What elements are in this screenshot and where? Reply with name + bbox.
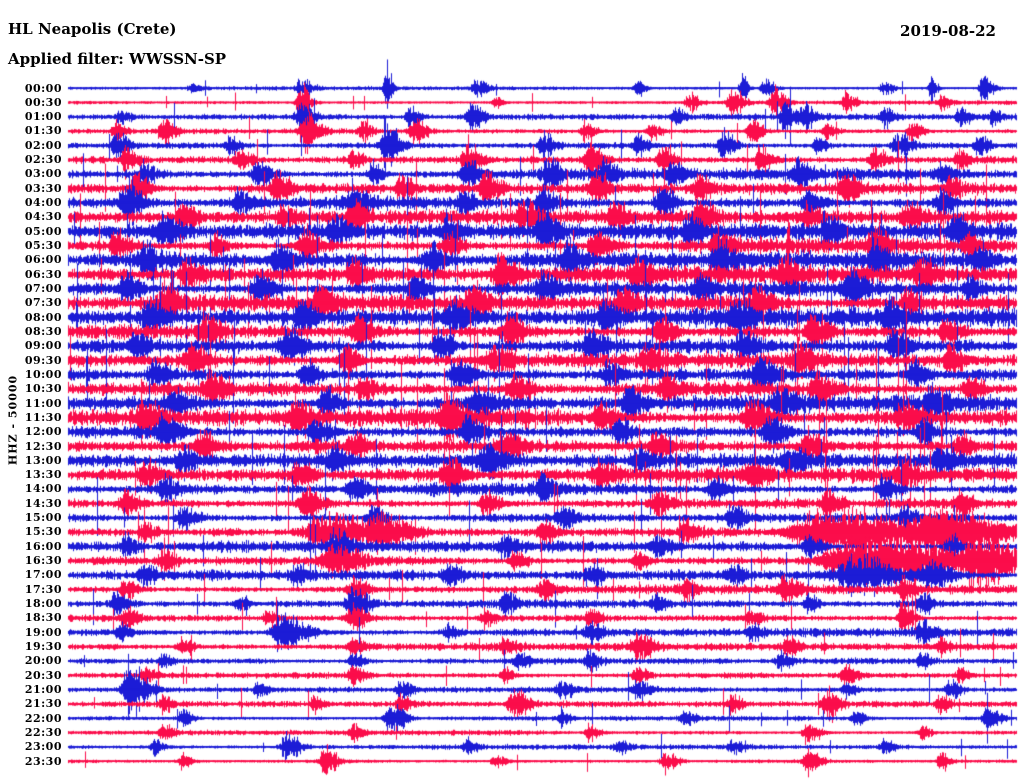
time-label: 05:30 — [24, 239, 62, 253]
time-label: 14:30 — [24, 496, 62, 510]
time-label: 18:30 — [24, 611, 62, 625]
time-label: 19:00 — [24, 625, 62, 639]
time-label: 07:30 — [24, 296, 62, 310]
filter-label: Applied filter: WWSSN-SP — [8, 50, 227, 68]
time-label: 22:30 — [24, 725, 62, 739]
time-label: 00:30 — [24, 95, 62, 109]
time-label: 04:00 — [24, 196, 62, 210]
time-label: 08:30 — [24, 324, 62, 338]
time-label: 13:00 — [24, 453, 62, 467]
time-label: 07:00 — [24, 281, 62, 295]
time-label: 16:00 — [24, 539, 62, 553]
time-label: 11:00 — [24, 396, 62, 410]
time-label: 10:30 — [24, 382, 62, 396]
time-label: 16:30 — [24, 554, 62, 568]
time-label: 05:00 — [24, 224, 62, 238]
time-label: 17:00 — [24, 568, 62, 582]
time-label: 11:30 — [24, 410, 62, 424]
date-label: 2019-08-22 — [900, 22, 996, 40]
time-label: 18:00 — [24, 597, 62, 611]
time-label: 14:00 — [24, 482, 62, 496]
time-label: 23:30 — [24, 754, 62, 768]
time-label: 04:30 — [24, 210, 62, 224]
time-label: 15:00 — [24, 511, 62, 525]
time-label: 08:00 — [24, 310, 62, 324]
time-label: 03:00 — [24, 167, 62, 181]
time-label: 02:30 — [24, 153, 62, 167]
time-label: 09:30 — [24, 353, 62, 367]
time-label: 15:30 — [24, 525, 62, 539]
time-label: 17:30 — [24, 582, 62, 596]
time-label: 21:00 — [24, 682, 62, 696]
station-title: HL Neapolis (Crete) — [8, 20, 177, 38]
time-label: 06:30 — [24, 267, 62, 281]
time-label: 01:30 — [24, 124, 62, 138]
time-label: 06:00 — [24, 253, 62, 267]
time-label: 21:30 — [24, 697, 62, 711]
time-label: 02:00 — [24, 138, 62, 152]
time-label: 20:30 — [24, 668, 62, 682]
time-label: 01:00 — [24, 110, 62, 124]
time-label: 12:00 — [24, 425, 62, 439]
time-label: 12:30 — [24, 439, 62, 453]
time-label: 19:30 — [24, 639, 62, 653]
time-label: 10:00 — [24, 367, 62, 381]
time-label: 13:30 — [24, 468, 62, 482]
time-label: 23:00 — [24, 740, 62, 754]
time-label: 20:00 — [24, 654, 62, 668]
time-label: 03:30 — [24, 181, 62, 195]
time-label: 00:00 — [24, 81, 62, 95]
time-label: 09:00 — [24, 339, 62, 353]
time-label: 22:00 — [24, 711, 62, 725]
